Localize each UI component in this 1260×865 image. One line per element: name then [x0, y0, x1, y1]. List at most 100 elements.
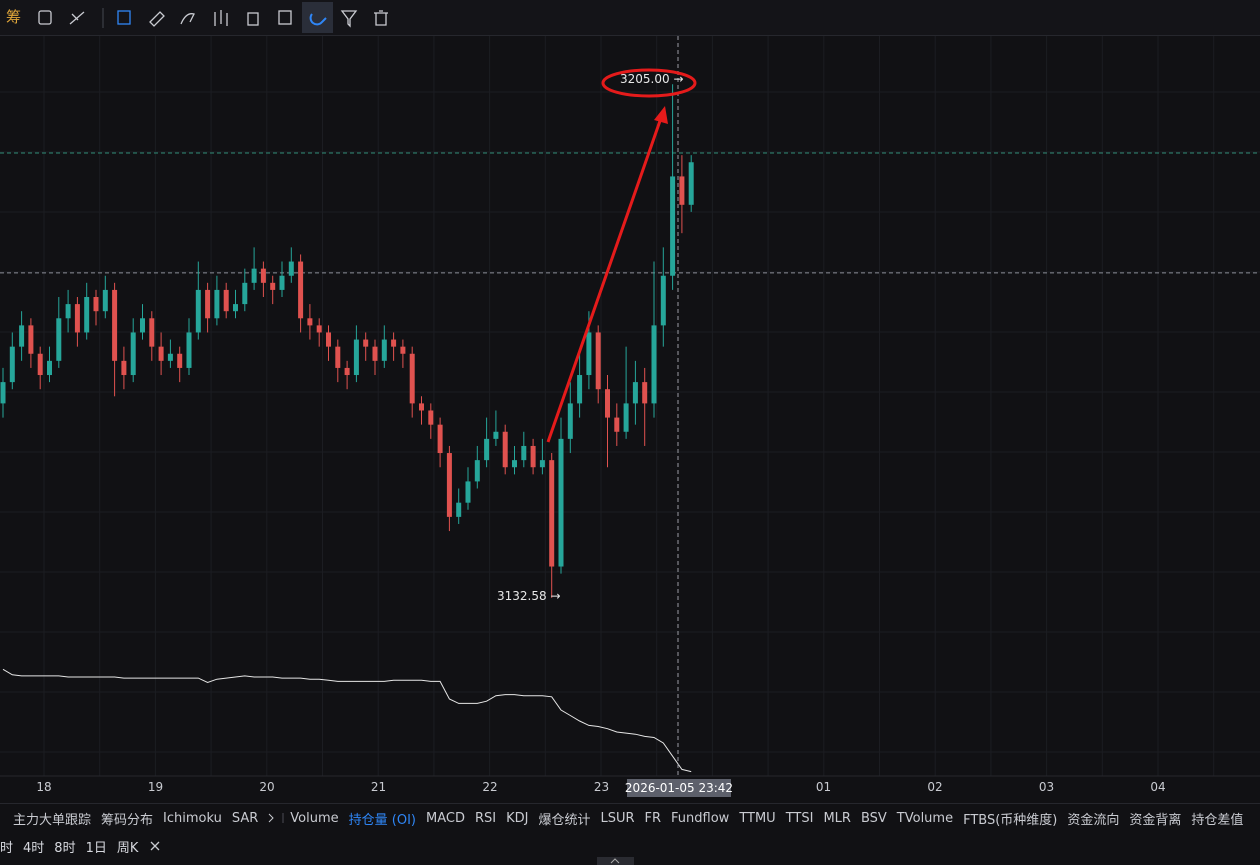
indicator-tab[interactable]: 持仓量 (OI) — [348, 812, 416, 828]
candle-body — [502, 431, 508, 468]
candle-body — [521, 445, 527, 461]
candle-body — [47, 360, 52, 376]
candle-body — [651, 325, 657, 404]
candle-body — [623, 403, 629, 432]
candle-body — [381, 339, 387, 361]
indicator-tab[interactable]: MLR — [823, 810, 851, 826]
candle-body — [391, 339, 397, 347]
indicator-tab[interactable]: TTMU — [739, 810, 776, 826]
crosshair-label: 2026-01-05 23:42 — [625, 781, 733, 795]
candle-body — [130, 332, 136, 376]
candle-body — [614, 417, 620, 432]
candle-body — [372, 346, 378, 361]
timeframe[interactable]: 时 — [0, 840, 14, 856]
indicator-tab[interactable]: Fundflow — [671, 810, 730, 826]
indicator-tab[interactable]: RSI — [474, 810, 497, 826]
icon[interactable] — [247, 12, 259, 26]
indicator-tab[interactable]: 爆仓统计 — [538, 812, 591, 828]
indicator-tab[interactable]: 资金背离 — [1129, 812, 1182, 828]
indicator-tab[interactable]: TTSI — [785, 810, 814, 826]
icon[interactable] — [374, 10, 388, 26]
indicator-tab[interactable]: BSV — [860, 810, 887, 826]
candle-body — [251, 268, 257, 283]
candle-body — [93, 297, 99, 312]
min-label: 3132.58 → — [497, 589, 561, 603]
candle-body — [186, 332, 192, 368]
candle-body — [409, 353, 415, 404]
candle-body — [456, 502, 462, 517]
handle — [597, 857, 634, 865]
indicator-tab[interactable]: KDJ — [506, 810, 529, 826]
candle-body — [223, 289, 229, 312]
indicator-tab[interactable]: FR — [644, 810, 662, 826]
candle-body — [37, 353, 43, 376]
candle-body — [260, 268, 266, 283]
candle-body — [279, 275, 285, 290]
indicator-tab[interactable]: 主力大单跟踪 — [13, 812, 92, 828]
candle-body — [679, 176, 685, 205]
timeframe[interactable]: 4时 — [23, 840, 45, 856]
candle-body — [149, 318, 155, 347]
icon[interactable] — [69, 11, 85, 25]
candle-body — [400, 346, 406, 354]
candle-body — [233, 304, 238, 312]
icon[interactable] — [278, 10, 292, 25]
close-icon[interactable] — [148, 839, 162, 853]
candle-body — [549, 460, 555, 567]
candle-body — [158, 346, 164, 361]
timeframes: 时 4时 8时 1日 周K — [0, 834, 1260, 858]
timeframe[interactable]: 8时 — [54, 840, 76, 856]
indicator-tab[interactable]: Ichimoku — [163, 810, 222, 826]
indicator-tab[interactable]: TVolume — [896, 810, 954, 826]
toolbar-label: 筹 — [6, 8, 21, 26]
annotation-arrow — [546, 117, 663, 443]
indicator-tab[interactable]: Volume — [290, 810, 339, 826]
candle-body — [65, 304, 71, 319]
candle-body — [121, 360, 127, 376]
candle-body — [214, 289, 220, 319]
candle-body — [19, 325, 25, 347]
indicator-tab[interactable]: 资金流向 — [1067, 812, 1120, 828]
icon[interactable] — [38, 10, 52, 25]
candle-body — [670, 176, 676, 276]
candle-body — [474, 460, 480, 482]
candle-body — [419, 403, 424, 411]
indicator-tab[interactable]: SAR — [231, 810, 259, 826]
candle-body — [437, 424, 443, 454]
max-label: 3205.00 → — [620, 72, 684, 86]
candle-body — [558, 438, 564, 567]
candle-body — [177, 353, 183, 368]
timeframe[interactable]: 1日 — [85, 840, 107, 856]
icon[interactable] — [149, 11, 165, 27]
active-tool[interactable] — [302, 2, 333, 33]
indicator-tab[interactable]: MACD — [425, 810, 465, 826]
icon[interactable] — [117, 10, 131, 25]
indicator-tab[interactable]: FTBS(币种维度) — [963, 812, 1058, 828]
icon[interactable] — [309, 13, 327, 26]
icon[interactable] — [180, 13, 195, 25]
candle-body — [242, 282, 248, 305]
chart-background — [0, 36, 1260, 802]
indicator-tab[interactable]: 持仓差值 — [1191, 812, 1244, 828]
candle-body — [660, 275, 666, 326]
candle-body — [605, 389, 610, 418]
candle-body — [632, 382, 638, 404]
candle-body — [307, 318, 313, 326]
icon[interactable] — [214, 10, 228, 26]
candle-body — [484, 438, 490, 461]
chart: 3205.00 → 3132.58 → 18 19 20 21 22 23 01 02 03 04… — [0, 36, 1260, 802]
candle-body — [167, 353, 173, 361]
x-tick-label: 01 — [816, 780, 831, 794]
indicator-tab[interactable]: LSUR — [600, 810, 635, 826]
x-tick-label: 21 — [371, 780, 386, 794]
crosshair-label-box — [627, 779, 731, 797]
indicator-tab[interactable]: 筹码分布 — [101, 812, 154, 828]
candle-body — [530, 445, 536, 468]
icon[interactable] — [340, 10, 358, 28]
more-chevron[interactable] — [263, 812, 285, 824]
candle-body — [84, 297, 90, 333]
timeframe[interactable]: 周K — [116, 840, 139, 856]
candle-body — [567, 403, 573, 439]
candle-body — [316, 325, 322, 333]
candle-body — [140, 318, 145, 333]
